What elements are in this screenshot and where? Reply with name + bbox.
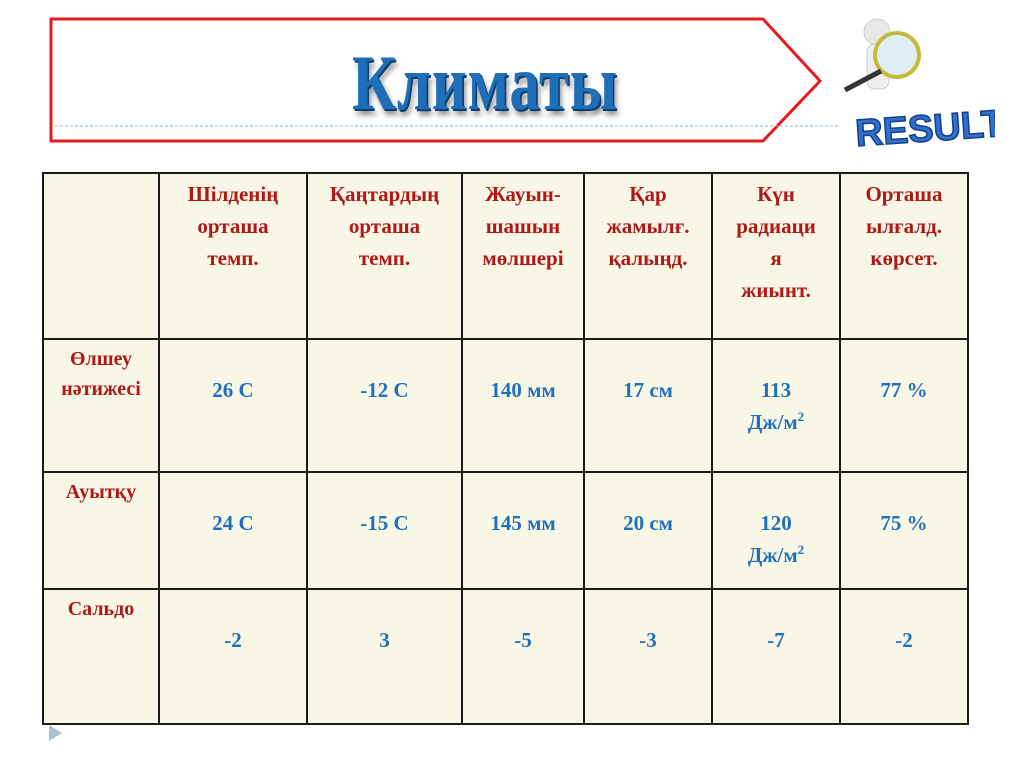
header-cell: Қар жамылғ. қалыңд.: [583, 172, 713, 340]
table-cell: 17 см: [583, 338, 713, 473]
table-cell: 20 см: [583, 471, 713, 590]
table-cell: -15 С: [306, 471, 463, 590]
header-line: көрсет.: [870, 246, 938, 270]
header-line: темп.: [207, 246, 259, 270]
row-label-line: Сальдо: [67, 598, 135, 620]
header-line: қалыңд.: [608, 246, 688, 270]
table-cell: -2: [158, 588, 308, 725]
title-banner: [49, 17, 840, 143]
row-label: Ауытқу: [42, 471, 160, 590]
header-line: радиаци: [736, 214, 816, 238]
table-row: Сальдо -2 3 -5 -3 -7 -2: [42, 588, 969, 725]
unit-superscript: 2: [797, 409, 805, 424]
unit-text: Дж/м: [747, 410, 798, 434]
table-header-row: Шілденің орташа темп. Қаңтардың орташа темп.…: [42, 172, 969, 340]
header-line: орташа: [197, 214, 269, 238]
header-cell: Орташа ылғалд. көрсет.: [839, 172, 969, 340]
header-line: темп.: [358, 246, 411, 270]
next-slide-arrow-icon[interactable]: [48, 724, 64, 742]
slide-title: Климаты: [351, 39, 619, 126]
row-label-line: Ауытқу: [65, 481, 137, 503]
table-cell: -3: [583, 588, 713, 725]
row-label-line: Өлшеу: [69, 348, 133, 370]
header-line: шашын: [485, 214, 561, 238]
table-cell: -12 С: [306, 338, 463, 473]
header-cell-empty: [42, 172, 160, 340]
header-line: ылғалд.: [865, 214, 943, 238]
row-label: Өлшеу нәтижесі: [42, 338, 160, 473]
header-line: Қар: [629, 182, 667, 206]
cell-value: 113: [760, 378, 792, 402]
header-line: жамылғ.: [606, 214, 690, 238]
cell-unit: Дж/м2: [713, 406, 839, 438]
table-cell: 113 Дж/м2: [711, 338, 841, 473]
header-line: Жауын-: [485, 182, 561, 206]
table-cell: 145 мм: [461, 471, 585, 590]
unit-superscript: 2: [797, 542, 805, 557]
table-cell: 26 С: [158, 338, 308, 473]
header-cell: Қаңтардың орташа темп.: [306, 172, 463, 340]
table-row: Ауытқу 24 С -15 С 145 мм 20 см 120 Дж/м2 …: [42, 471, 969, 590]
table-cell: 75 %: [839, 471, 969, 590]
header-line: мөлшері: [482, 246, 564, 270]
table-cell: 24 С: [158, 471, 308, 590]
svg-text:RESULT: RESULT: [854, 103, 995, 150]
cell-unit: Дж/м2: [713, 539, 839, 571]
table-cell: 77 %: [839, 338, 969, 473]
header-line: Орташа: [865, 182, 943, 206]
header-line: орташа: [348, 214, 421, 238]
climate-table: Шілденің орташа темп. Қаңтардың орташа темп.…: [42, 172, 969, 725]
header-line: жиынт.: [741, 278, 811, 302]
header-cell: Жауын-шашын мөлшері: [461, 172, 585, 340]
header-line: я: [770, 246, 782, 270]
table-cell: 140 мм: [461, 338, 585, 473]
table-row: Өлшеу нәтижесі 26 С -12 С 140 мм 17 см 11…: [42, 338, 969, 473]
row-label-line: нәтижесі: [61, 378, 141, 400]
table-cell: -5: [461, 588, 585, 725]
header-cell: Күн радиаци я жиынт.: [711, 172, 841, 340]
cell-value: 120: [760, 511, 792, 535]
header-line: Күн: [757, 182, 795, 206]
header-line: Шілденің: [187, 182, 279, 206]
table-cell: 120 Дж/м2: [711, 471, 841, 590]
table-cell: -7: [711, 588, 841, 725]
header-cell: Шілденің орташа темп.: [158, 172, 308, 340]
unit-text: Дж/м: [747, 543, 798, 567]
table-cell: 3: [306, 588, 463, 725]
table-cell: -2: [839, 588, 969, 725]
header-line: Қаңтардың: [329, 182, 440, 206]
row-label: Сальдо: [42, 588, 160, 725]
result-logo-image: RESULT: [843, 18, 995, 150]
